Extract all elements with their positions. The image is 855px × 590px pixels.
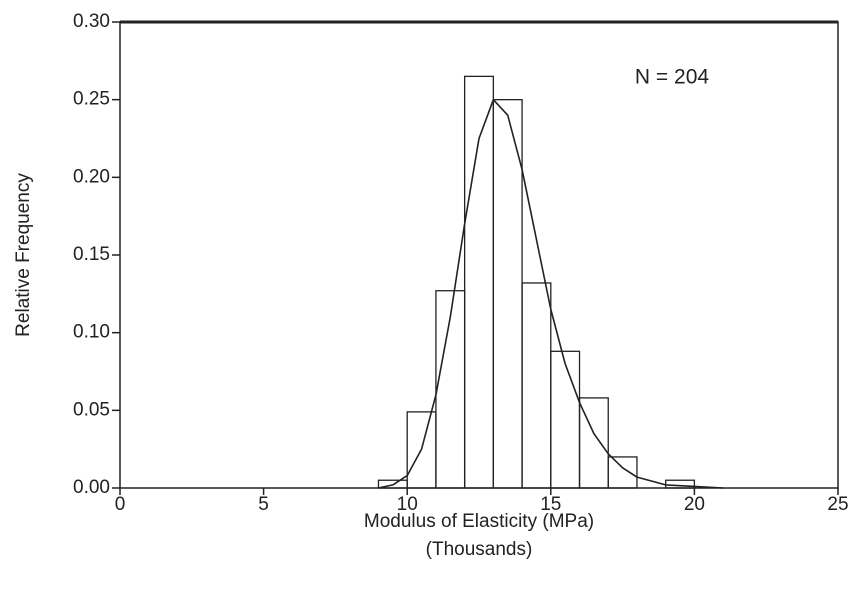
y-tick-label: 0.15 xyxy=(73,244,110,265)
y-tick-label: 0.00 xyxy=(73,477,110,498)
y-tick-label: 0.30 xyxy=(73,11,110,32)
x-tick-label: 20 xyxy=(684,494,705,515)
y-tick-label: 0.05 xyxy=(73,399,110,420)
bar xyxy=(607,456,638,489)
x-tick-label: 10 xyxy=(397,494,418,515)
y-tick-label: 0.25 xyxy=(73,89,110,110)
x-axis-label: Modulus of Elasticity (MPa) xyxy=(364,511,594,532)
bar xyxy=(550,350,581,489)
bar xyxy=(578,397,609,489)
x-tick-label: 5 xyxy=(258,494,269,515)
plot-frame xyxy=(119,21,839,489)
annotation: N = 204 xyxy=(635,66,709,89)
y-tick-label: 0.20 xyxy=(73,166,110,187)
y-tick-label: 0.10 xyxy=(73,322,110,343)
fitted-curve xyxy=(378,98,724,489)
y-axis-label: Relative Frequency xyxy=(13,173,34,337)
bar xyxy=(492,99,523,489)
x-tick-label: 0 xyxy=(115,494,126,515)
x-tick-label: 15 xyxy=(540,494,561,515)
x-axis-sublabel: (Thousands) xyxy=(426,539,533,560)
x-tick-label: 25 xyxy=(827,494,848,515)
bar xyxy=(521,282,552,489)
